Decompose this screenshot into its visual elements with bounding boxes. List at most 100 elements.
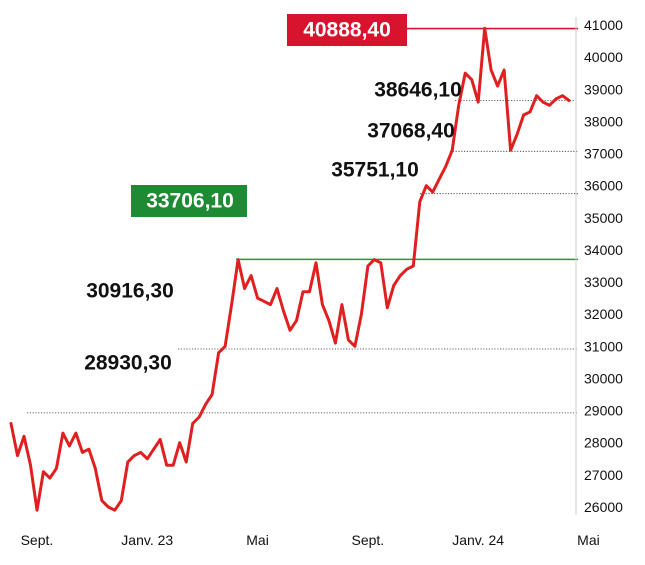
- data-point: [282, 309, 285, 313]
- data-point: [541, 100, 545, 104]
- data-point: [29, 464, 32, 467]
- data-point: [269, 303, 272, 306]
- data-point: [126, 460, 129, 464]
- data-point: [262, 300, 266, 303]
- data-point: [94, 467, 97, 470]
- data-point: [379, 261, 383, 264]
- data-point: [217, 351, 220, 354]
- data-point: [249, 274, 253, 277]
- data-point: [178, 441, 181, 444]
- data-point: [386, 306, 389, 309]
- data-point: [81, 451, 84, 454]
- data-point: [418, 200, 421, 203]
- data-point: [496, 84, 499, 88]
- data-point: [197, 415, 201, 419]
- reference-value-label: 38646,10: [374, 79, 462, 102]
- data-point: [152, 447, 155, 451]
- data-point: [489, 68, 493, 72]
- data-point: [515, 133, 519, 136]
- data-point: [444, 165, 447, 168]
- data-point: [288, 329, 292, 332]
- data-point: [425, 184, 428, 187]
- data-point: [431, 190, 434, 194]
- data-point: [509, 149, 512, 152]
- data-point: [139, 451, 142, 454]
- data-point: [314, 261, 318, 264]
- data-point: [256, 296, 259, 300]
- annotation-labels-layer: 40888,40 38646,10 37068,40 35751,10 33706,10…: [84, 14, 462, 375]
- data-point: [567, 99, 571, 102]
- data-point: [87, 447, 91, 451]
- x-tick-label: Janv. 23: [121, 532, 173, 548]
- data-point: [113, 509, 117, 512]
- data-point: [405, 268, 408, 271]
- reference-badge: [287, 14, 407, 46]
- reference-value-label: 33706,10: [146, 190, 234, 213]
- x-tick-label: Sept.: [21, 532, 54, 548]
- series-line: [9, 26, 571, 512]
- data-point: [347, 338, 350, 342]
- data-point: [165, 464, 168, 467]
- data-point: [522, 113, 525, 117]
- x-axis-ticks: Sept. Janv. 23 Mai Sept. Janv. 24 Mai: [21, 532, 600, 548]
- data-point: [48, 476, 52, 480]
- y-tick-label: 41000: [584, 17, 623, 33]
- data-point: [321, 303, 324, 306]
- y-tick-label: 35000: [584, 210, 623, 226]
- data-point: [16, 454, 19, 457]
- data-point: [230, 303, 233, 306]
- data-point: [55, 467, 58, 470]
- y-tick-label: 33000: [584, 274, 623, 290]
- data-point: [191, 422, 194, 425]
- x-tick-label: Janv. 24: [452, 532, 504, 548]
- y-tick-label: 34000: [584, 242, 623, 258]
- data-point: [275, 287, 279, 290]
- data-point: [159, 438, 162, 441]
- data-point: [35, 509, 39, 512]
- y-tick-label: 38000: [584, 113, 623, 129]
- data-point: [412, 264, 415, 268]
- data-point: [9, 422, 13, 425]
- reference-badge: [131, 185, 247, 217]
- data-point: [172, 464, 175, 467]
- y-axis-ticks: 26000 27000 28000 29000 30000 31000 32000 33000…: [575, 17, 623, 515]
- data-point: [483, 27, 486, 30]
- data-point: [42, 470, 45, 473]
- y-tick-label: 39000: [584, 81, 623, 97]
- data-point: [360, 313, 363, 316]
- data-point: [74, 431, 78, 435]
- data-point: [210, 393, 214, 396]
- data-point: [107, 505, 110, 509]
- reference-lines-layer: [27, 27, 578, 414]
- y-tick-label: 30000: [584, 370, 623, 386]
- x-tick-label: Sept.: [352, 532, 385, 548]
- data-point: [61, 431, 65, 435]
- data-point: [554, 97, 558, 101]
- data-point: [457, 104, 460, 107]
- data-point: [438, 178, 441, 181]
- data-point: [366, 264, 370, 268]
- data-point: [146, 457, 149, 460]
- y-tick-label: 36000: [584, 178, 623, 194]
- data-point: [243, 287, 246, 290]
- data-point: [470, 78, 473, 81]
- data-point: [476, 100, 480, 104]
- reference-value-label: 35751,10: [331, 159, 419, 182]
- series-layer: [9, 26, 571, 512]
- reference-value-label: 37068,40: [367, 120, 455, 143]
- reference-value-label: 40888,40: [303, 19, 391, 42]
- data-point: [353, 345, 357, 348]
- data-point: [100, 499, 104, 502]
- data-point: [68, 444, 71, 448]
- reference-value-label: 30916,30: [86, 280, 174, 303]
- data-point: [133, 454, 136, 457]
- data-point: [334, 341, 337, 345]
- data-point: [308, 290, 311, 293]
- data-point: [236, 258, 240, 261]
- y-tick-label: 40000: [584, 49, 623, 65]
- y-tick-label: 26000: [584, 499, 623, 515]
- data-point: [295, 319, 298, 322]
- x-tick-label: Mai: [246, 532, 269, 548]
- data-point: [301, 290, 305, 293]
